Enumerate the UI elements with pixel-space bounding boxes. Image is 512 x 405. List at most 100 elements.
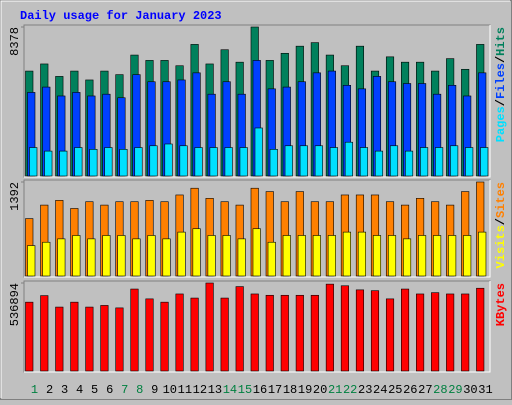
bar [312,235,321,277]
legend-entry: Sites [494,182,508,218]
x-tick-label: 25 [388,383,402,397]
bar [340,285,349,372]
bar [179,145,188,177]
bar [385,298,395,372]
plot-bevel [24,180,491,278]
x-tick-label: 22 [343,383,357,397]
bar [329,147,338,177]
bar [254,127,263,177]
bar [431,292,440,372]
bar [70,301,79,372]
legend-separator: / [494,99,508,106]
bar [162,238,171,277]
bar [250,293,259,372]
x-tick-label: 21 [328,383,342,397]
legend: Visits/Sites [494,182,508,268]
x-tick-label: 31 [478,383,492,397]
x-tick-label: 19 [298,383,312,397]
x-tick-label: 23 [358,383,372,397]
legend-entry: Visits [494,225,508,268]
bar [405,150,414,177]
x-tick-label: 7 [121,383,128,397]
bar [282,235,291,277]
bar [450,145,459,177]
x-tick-label: 13 [208,383,222,397]
bar [104,147,113,177]
x-tick-label: 18 [283,383,297,397]
bar [465,147,474,177]
bar [342,231,351,277]
bar [420,147,429,177]
bar [359,147,369,177]
bar [389,145,399,177]
bar [372,235,382,277]
bar [448,235,457,277]
x-tick-label: 29 [448,383,462,397]
x-tick-label: 30 [463,383,477,397]
bar [357,231,367,277]
x-tick-label: 17 [268,383,282,397]
bar [130,288,139,372]
x-tick-label: 5 [91,383,98,397]
bar [374,150,384,177]
bar [446,293,455,372]
y-tick-label: 536894 [8,283,22,326]
bar [280,294,289,372]
bar [435,147,444,177]
bar [265,294,274,372]
bar [44,150,53,177]
bar [222,235,231,277]
bar [115,307,124,372]
frame-bevel [0,0,510,398]
legend-separator: / [494,218,508,225]
chart-title: Daily usage for January 2023 [20,9,222,23]
bar [57,238,66,277]
bar [463,235,472,277]
y-tick-label: 1392 [8,182,22,211]
bar [433,235,442,277]
legend-entry: Pages [494,106,508,142]
x-tick-label: 28 [433,383,447,397]
bar [252,228,261,277]
bar [117,235,126,277]
bar [160,301,169,372]
bar [55,306,64,372]
bar [387,235,397,277]
x-tick-label: 20 [313,383,327,397]
bar [327,235,336,277]
x-tick-label: 8 [136,383,143,397]
bar [89,149,98,177]
bar [29,147,38,177]
bar [102,235,111,277]
bar [220,297,229,372]
x-tick-label: 15 [238,383,252,397]
bar [224,147,233,177]
bar [87,238,96,277]
bar [194,147,203,177]
bar [85,306,94,372]
bar [25,301,34,372]
bar [42,241,51,277]
legend-entry: KBytes [494,283,508,326]
x-tick-label: 6 [106,383,113,397]
bar [205,282,214,372]
x-tick-label: 27 [418,383,432,397]
bar [119,149,128,177]
bar [269,149,278,177]
bar [149,145,158,177]
legend: KBytes [494,283,508,326]
bar [403,238,412,277]
bar [310,294,319,372]
bar [299,145,308,177]
x-tick-label: 26 [403,383,417,397]
bar [134,147,143,177]
bar [132,238,141,277]
x-tick-label: 9 [151,383,158,397]
bar [418,235,427,277]
bar [209,147,218,177]
bar [207,235,216,277]
bar [416,293,425,372]
x-tick-label: 4 [76,383,83,397]
bar [284,145,293,177]
bar [461,293,470,372]
